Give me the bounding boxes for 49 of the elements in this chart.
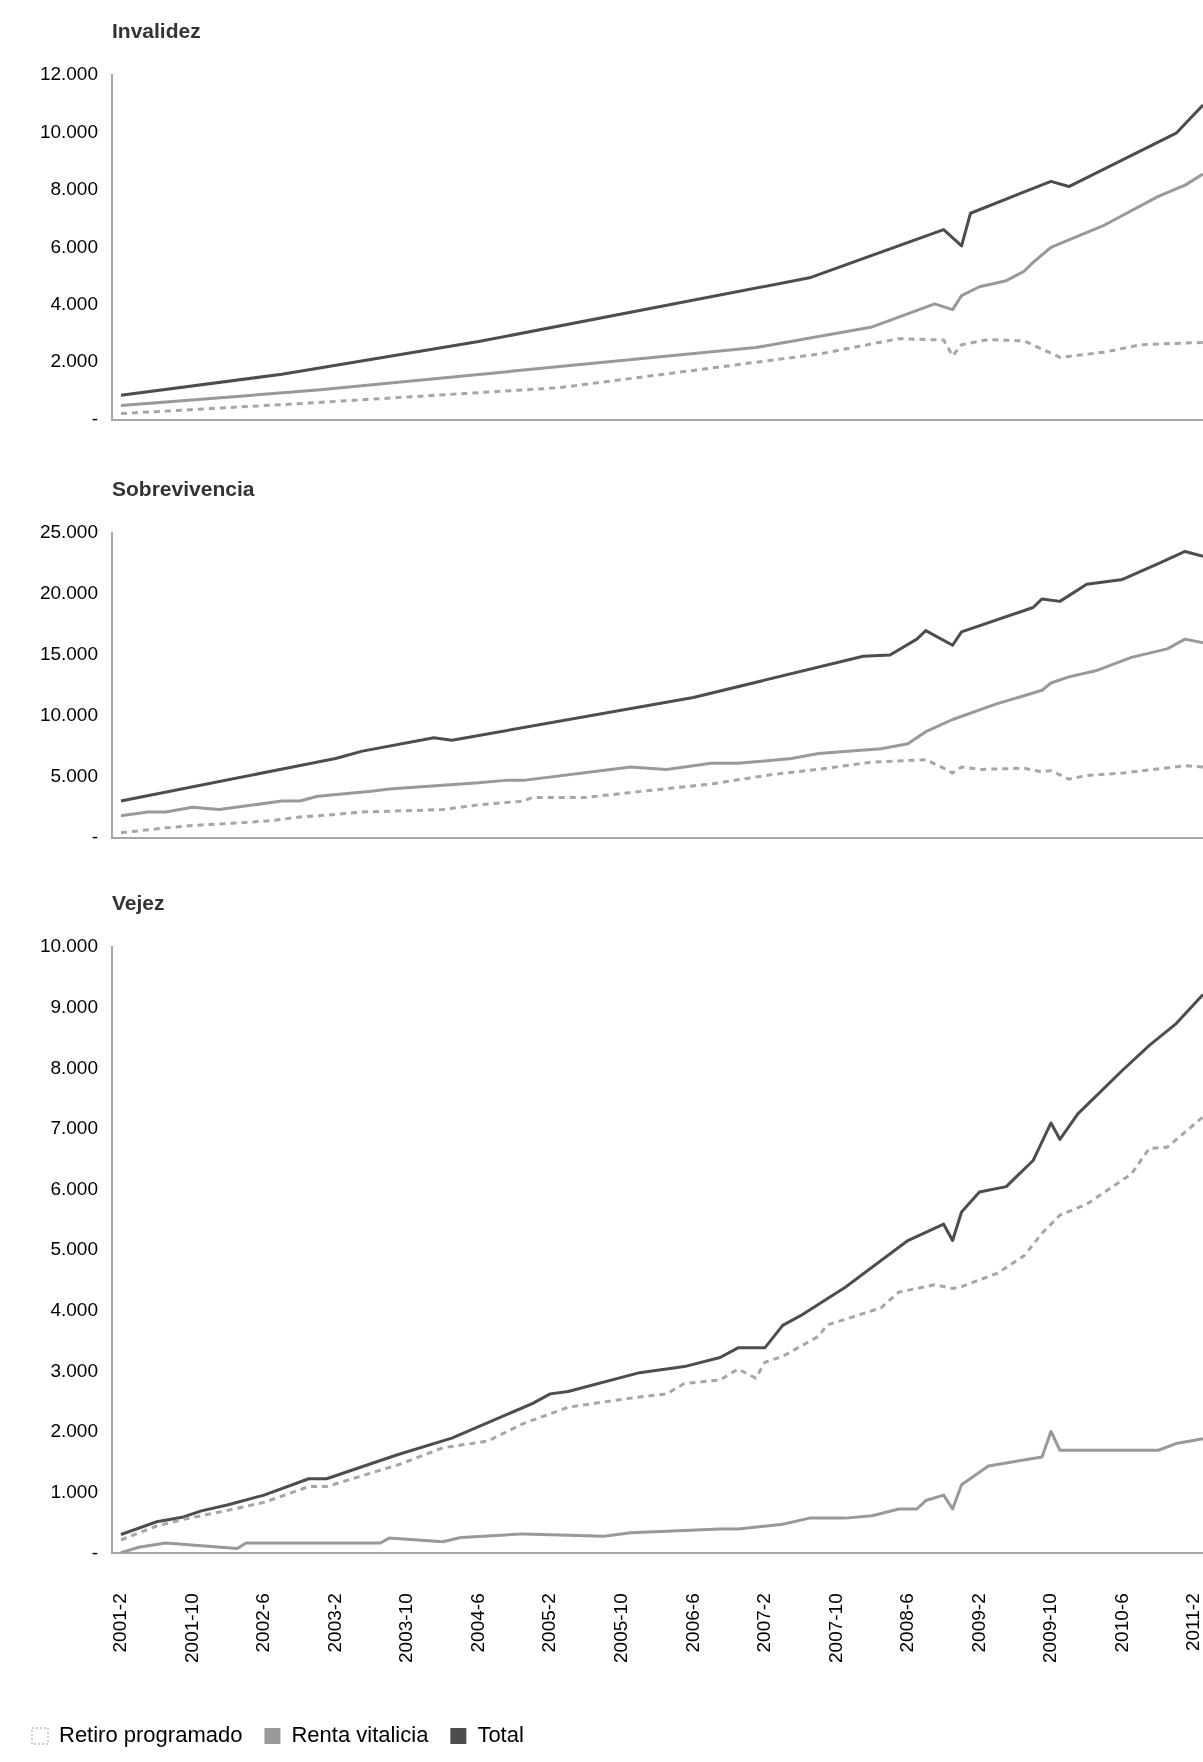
x-tick-label: 2011-2 <box>1182 1593 1203 1652</box>
x-tick-label: 2007-2 <box>753 1593 775 1653</box>
y-tick-label: 10.000 <box>39 120 98 142</box>
x-tick-label: 2001-10 <box>180 1593 202 1664</box>
x-tick-label: 2003-10 <box>395 1593 417 1664</box>
x-tick-label: 2009-2 <box>967 1593 989 1653</box>
x-tick-label: 2002-6 <box>252 1593 274 1653</box>
x-tick-label: 2001-2 <box>109 1593 131 1653</box>
y-tick-label: 2.000 <box>50 350 98 372</box>
y-tick-label: - <box>91 1541 98 1563</box>
x-tick-label: 2008-6 <box>896 1593 918 1653</box>
line-series <box>119 1115 1203 1542</box>
legend-label: Renta vitalicia <box>291 1722 430 1748</box>
line-series <box>119 337 1203 416</box>
y-tick-label: 10.000 <box>39 935 98 957</box>
y-tick-label: - <box>91 825 98 847</box>
x-tick-label: 2004-6 <box>466 1593 488 1653</box>
y-tick-label: 8.000 <box>50 1056 98 1078</box>
line-series <box>119 758 1203 835</box>
y-tick-label: 25.000 <box>39 521 98 543</box>
chart-title: Vejez <box>112 891 165 915</box>
y-tick-label: 5.000 <box>50 1238 98 1260</box>
y-tick-label: 6.000 <box>50 1177 98 1199</box>
legend-label: Total <box>477 1722 524 1748</box>
y-tick-label: 7.000 <box>50 1117 98 1139</box>
y-tick-label: 8.000 <box>50 178 98 200</box>
x-tick-label: 2007-10 <box>824 1593 846 1664</box>
x-tick-label: 2006-6 <box>681 1593 703 1653</box>
y-tick-label: 15.000 <box>39 643 98 665</box>
y-tick-label: 5.000 <box>50 764 98 786</box>
y-tick-label: 4.000 <box>50 1299 98 1321</box>
x-tick-label: 2010-6 <box>1110 1593 1132 1653</box>
x-tick-label: 2005-10 <box>609 1593 631 1664</box>
y-tick-label: 2.000 <box>50 1420 98 1442</box>
legend-label: Retiro programado <box>59 1722 243 1748</box>
y-tick-label: 1.000 <box>50 1480 98 1502</box>
x-tick-label: 2003-2 <box>323 1593 345 1653</box>
y-tick-label: 3.000 <box>50 1359 98 1381</box>
y-tick-label: 4.000 <box>50 293 98 315</box>
chart-title: Sobrevivencia <box>112 477 255 501</box>
x-tick-label: 2005-2 <box>538 1593 560 1653</box>
y-tick-label: - <box>91 407 98 429</box>
y-tick-label: 10.000 <box>39 704 98 726</box>
y-tick-label: 20.000 <box>39 582 98 604</box>
x-tick-label: 2009-10 <box>1039 1593 1061 1664</box>
chart-title: Invalidez <box>112 19 201 43</box>
y-tick-label: 12.000 <box>39 63 98 85</box>
y-tick-label: 9.000 <box>50 996 98 1018</box>
y-tick-label: 6.000 <box>50 235 98 257</box>
